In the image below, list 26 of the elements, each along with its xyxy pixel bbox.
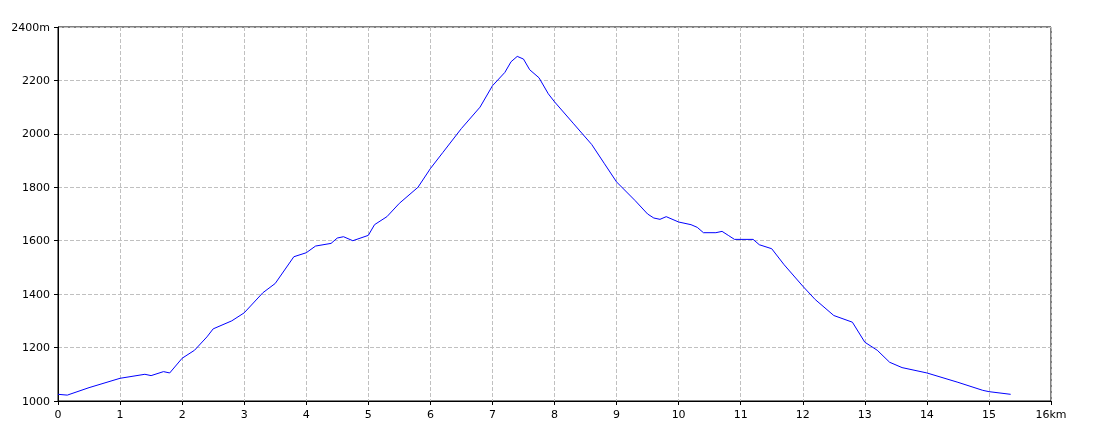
y-tick-label: 1400 [22, 287, 50, 301]
x-tick-label: 10 [671, 408, 686, 421]
x-tick-label: 8 [551, 408, 558, 421]
y-tick-label: 1200 [22, 341, 50, 355]
x-tick-label: 7 [488, 408, 496, 421]
y-tick-label: 1000 [22, 394, 50, 408]
y-tick-label: 2000 [22, 127, 50, 141]
y-tick-label: 2400m [11, 20, 50, 34]
y-tick-label: 1600 [22, 234, 50, 248]
x-tick-label: 16km [1035, 408, 1067, 421]
x-tick-label: 4 [302, 408, 310, 421]
x-tick-label: 5 [364, 408, 372, 421]
x-tick-label: 11 [733, 408, 748, 421]
y-tick-label: 1800 [22, 180, 50, 194]
line-series [57, 55, 1012, 396]
x-tick-label: 14 [919, 408, 934, 421]
x-tick-label: 13 [857, 408, 872, 421]
x-tick-label: 3 [240, 408, 248, 421]
x-tick-label: 0 [54, 408, 62, 421]
x-tick-label: 6 [426, 408, 434, 421]
x-tick-label: 9 [613, 408, 621, 421]
x-tick-label: 15 [981, 408, 996, 421]
x-tick-label: 12 [795, 408, 810, 421]
x-tick-label: 2 [178, 408, 186, 421]
y-tick-label: 2200 [22, 73, 50, 87]
x-tick-label: 1 [116, 408, 124, 421]
